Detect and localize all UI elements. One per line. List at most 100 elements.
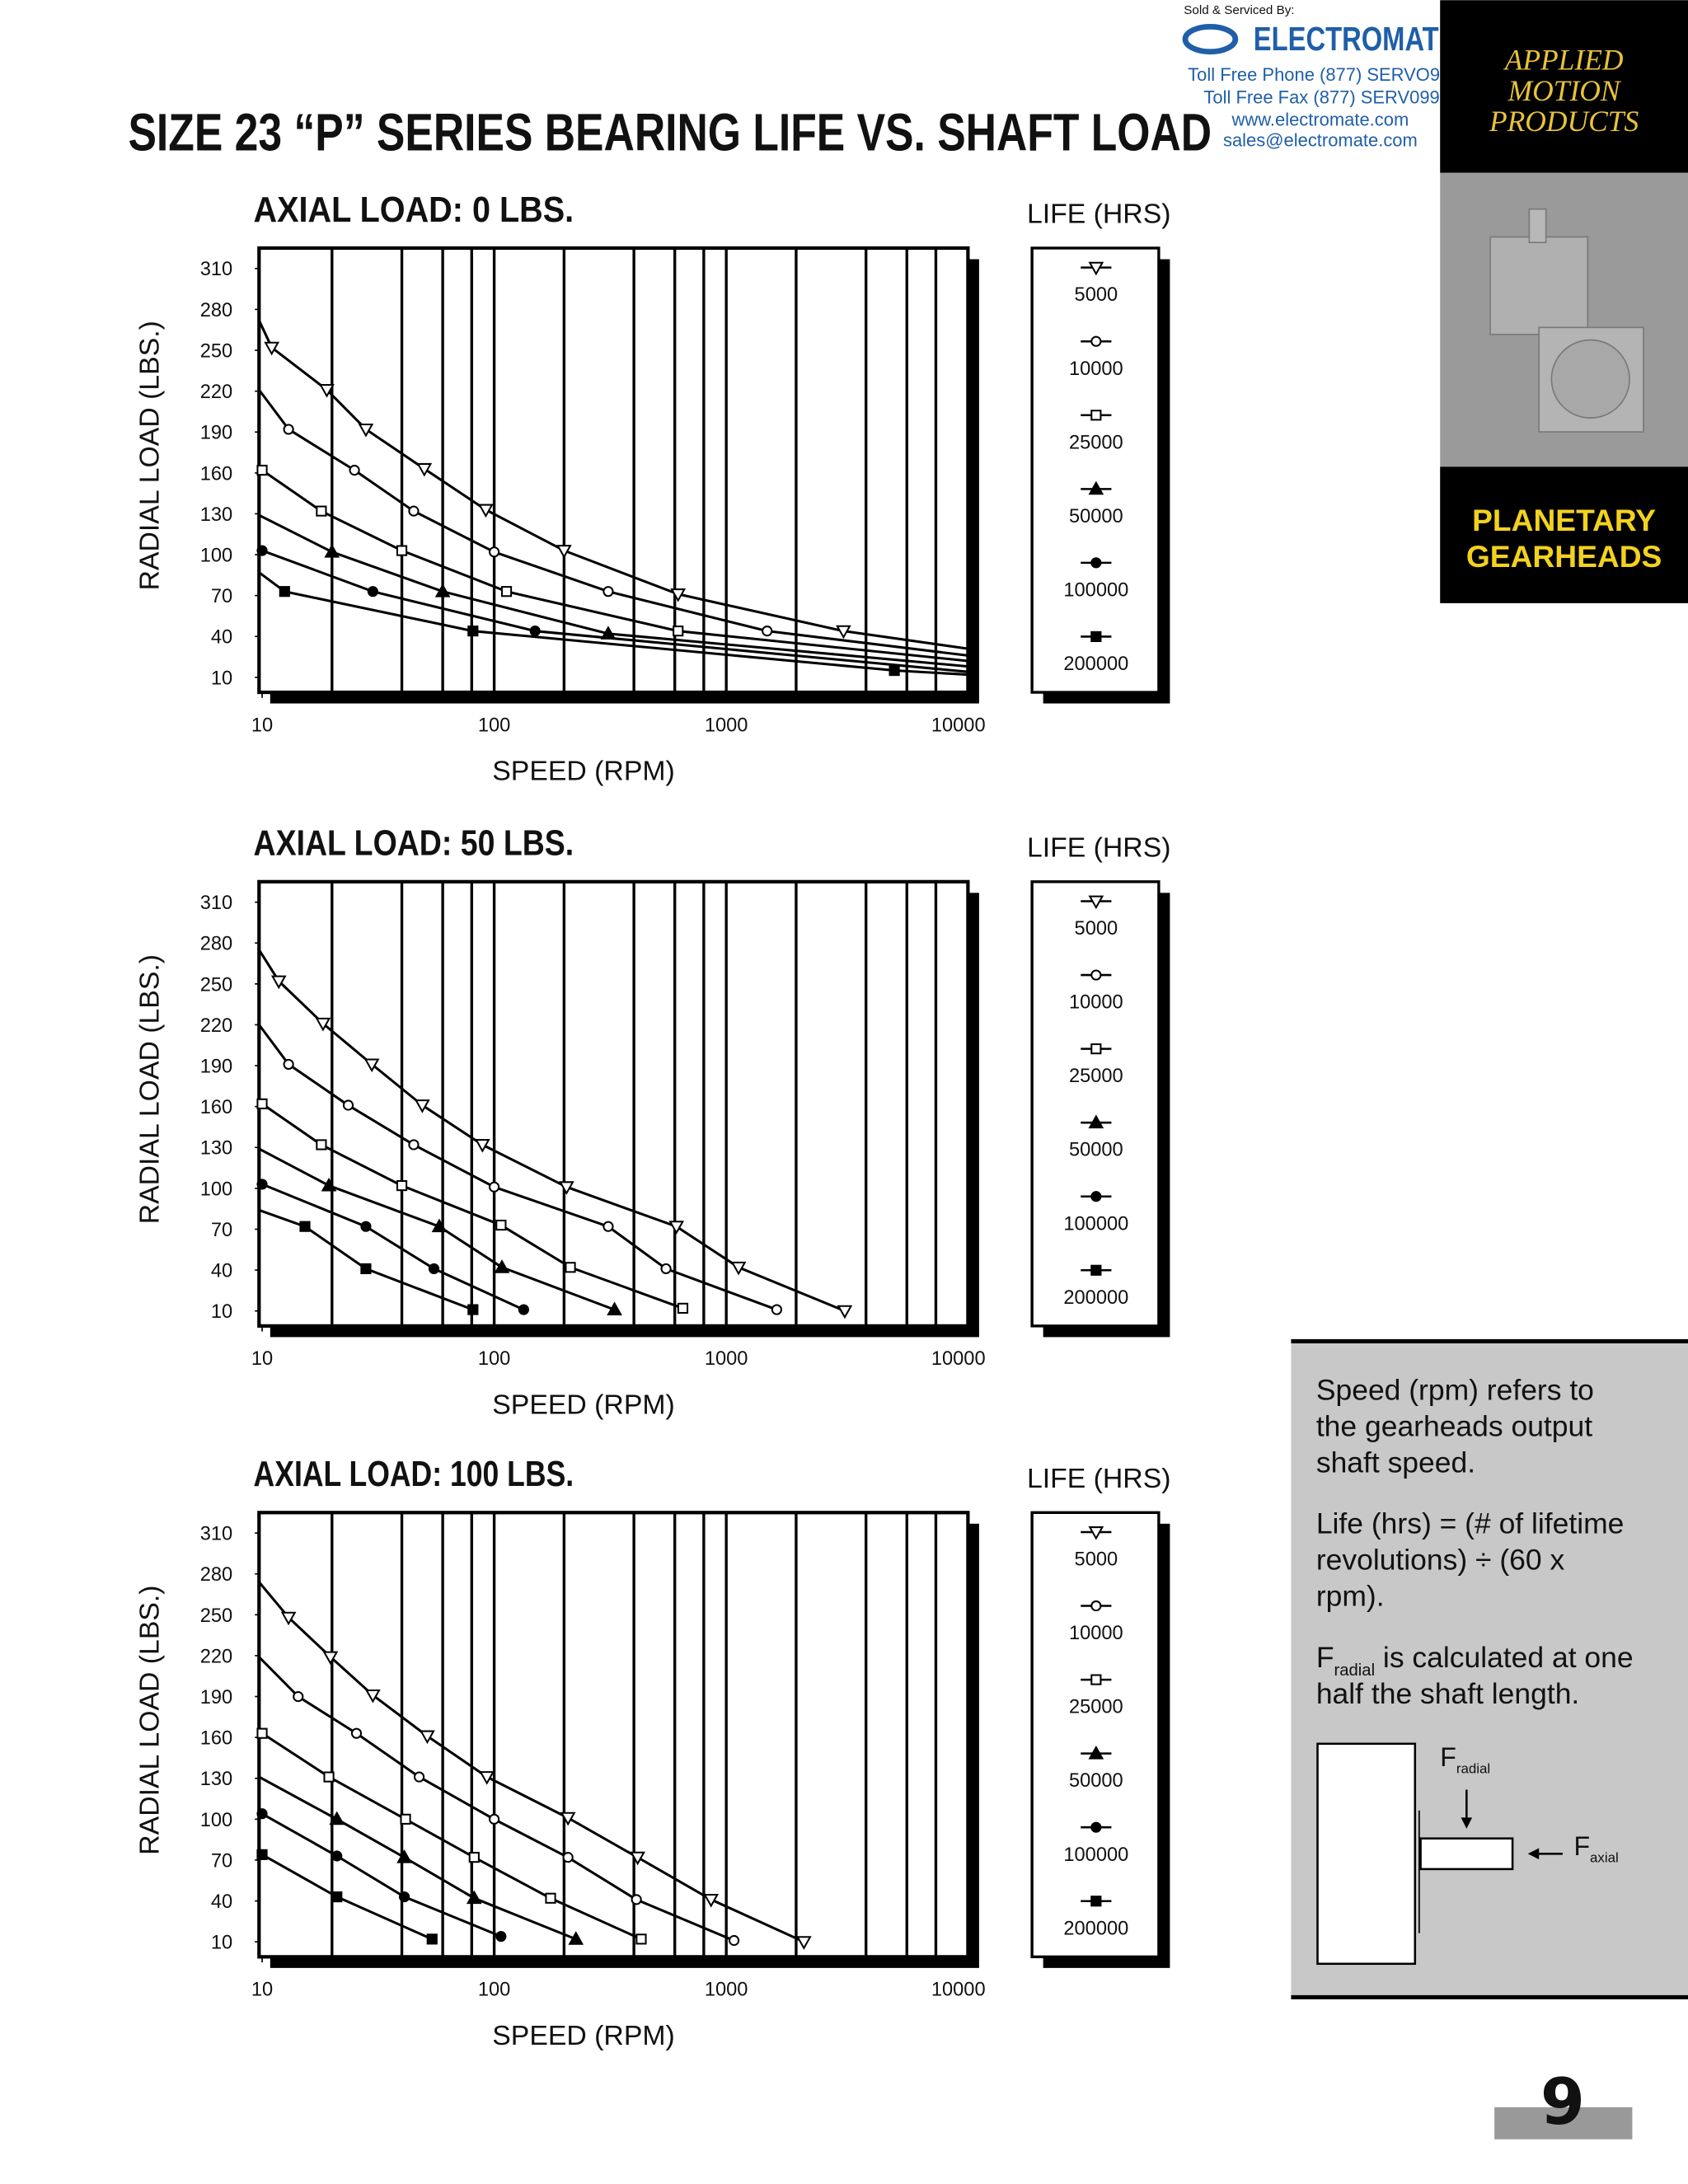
note-text: is calculated at one: [1375, 1641, 1634, 1674]
x-tick-label: 100: [478, 715, 510, 736]
x-tick-label: 10000: [931, 1980, 986, 2001]
y-tick-label: 160: [200, 1728, 232, 1750]
notes: Speed (rpm) refers to the gearheads outp…: [1316, 1373, 1634, 1709]
y-tick-label: 280: [200, 1564, 232, 1586]
y-tick-label: 10: [211, 1301, 232, 1323]
marker: [475, 1139, 490, 1153]
shaft: [1419, 1837, 1514, 1871]
marker: [256, 1808, 268, 1820]
marker: [342, 1099, 354, 1111]
marker: [1088, 1114, 1104, 1129]
marker: [408, 505, 420, 517]
y-axis-label: RADIAL LOAD (LBS.): [134, 321, 166, 590]
y-tick-label: 100: [200, 545, 232, 566]
marker: [631, 1894, 642, 1905]
f: F: [1316, 1641, 1334, 1674]
marker: [270, 975, 287, 990]
subscript: radial: [1334, 1661, 1376, 1680]
y-tick-label: 250: [200, 974, 232, 996]
series-line: [258, 949, 846, 1313]
y-tick-label: 310: [200, 259, 232, 280]
marker: [396, 1179, 408, 1192]
marker: [293, 1690, 304, 1703]
chart-title: AXIAL LOAD: 0 LBS.: [254, 190, 574, 230]
marker: [1090, 1821, 1102, 1833]
marker: [349, 464, 360, 476]
marker: [299, 1221, 311, 1232]
note-line: shaft speed.: [1316, 1446, 1475, 1479]
marker: [559, 1181, 574, 1195]
legend-label: 5000: [1075, 284, 1118, 306]
y-tick-label: 10: [211, 1933, 232, 1954]
marker: [518, 1304, 529, 1315]
legend-label: 10000: [1069, 359, 1123, 380]
marker: [1090, 1191, 1102, 1202]
marker: [1088, 1745, 1104, 1760]
y-tick-label: 220: [200, 382, 232, 403]
marker: [416, 462, 433, 477]
chart-title: AXIAL LOAD: 100 LBS.: [254, 1454, 574, 1494]
marker: [1090, 969, 1102, 981]
note-line: the gearheads output: [1316, 1409, 1592, 1442]
y-tick-label: 190: [200, 1687, 232, 1708]
legend-label: 100000: [1063, 1844, 1128, 1866]
y-axis-label: RADIAL LOAD (LBS.): [134, 1585, 166, 1854]
x-tick-label: 1000: [705, 715, 748, 736]
marker: [428, 1263, 440, 1275]
note-line: Speed (rpm) refers to: [1316, 1373, 1594, 1406]
web: www.electromate.com: [1231, 109, 1409, 129]
y-tick-label: 250: [200, 1605, 232, 1627]
f: F: [1573, 1831, 1590, 1861]
marker: [837, 1305, 853, 1319]
marker: [256, 1727, 268, 1739]
marker: [283, 1058, 294, 1071]
y-tick-label: 40: [211, 1261, 232, 1282]
logo: [1182, 23, 1239, 55]
marker: [256, 1098, 268, 1109]
x-axis-label: SPEED (RPM): [492, 755, 674, 786]
y-tick-label: 310: [200, 1524, 232, 1545]
section-panel: [1440, 466, 1688, 603]
legend-label: 25000: [1069, 432, 1123, 453]
marker: [668, 1221, 685, 1235]
marker: [466, 1890, 482, 1905]
marker: [256, 545, 268, 556]
x-tick-label: 1000: [705, 1348, 748, 1370]
f: F: [1440, 1742, 1456, 1772]
section-line: GEARHEADS: [1466, 539, 1662, 574]
marker: [762, 626, 773, 637]
y-tick-label: 70: [211, 586, 232, 607]
marker: [660, 1263, 672, 1275]
marker: [670, 588, 687, 602]
marker: [283, 424, 294, 435]
marker: [434, 583, 451, 598]
y-tick-label: 130: [200, 504, 232, 526]
marker: [565, 1262, 576, 1273]
legend: [1030, 880, 1160, 1328]
marker: [1090, 1896, 1102, 1907]
marker: [630, 1851, 645, 1866]
marker: [408, 1139, 420, 1151]
marker: [1088, 261, 1104, 276]
marker: [494, 1259, 510, 1273]
x-tick-label: 100: [478, 1980, 510, 2001]
marker: [279, 586, 290, 598]
legend-title: LIFE (HRS): [1027, 199, 1171, 230]
shaft-icon: [1528, 208, 1547, 244]
note-line: half the shaft length.: [1316, 1677, 1579, 1710]
y-tick-label: 70: [211, 1850, 232, 1872]
series-line: [261, 1103, 684, 1310]
marker: [495, 1930, 507, 1943]
marker: [728, 1934, 740, 1947]
x-axis-label: SPEED (RPM): [492, 2020, 674, 2051]
marker: [324, 544, 340, 558]
x-tick-label: 10000: [931, 715, 986, 736]
section-line: PLANETARY: [1472, 503, 1656, 537]
email: sales@electromate.com: [1223, 130, 1418, 151]
brand-line: APPLIED: [1503, 44, 1624, 77]
marker: [489, 546, 500, 558]
series-line: [261, 1732, 642, 1941]
marker: [360, 1221, 372, 1232]
note-line: revolutions) ÷ (60 x: [1316, 1544, 1565, 1577]
marker: [1088, 480, 1104, 495]
